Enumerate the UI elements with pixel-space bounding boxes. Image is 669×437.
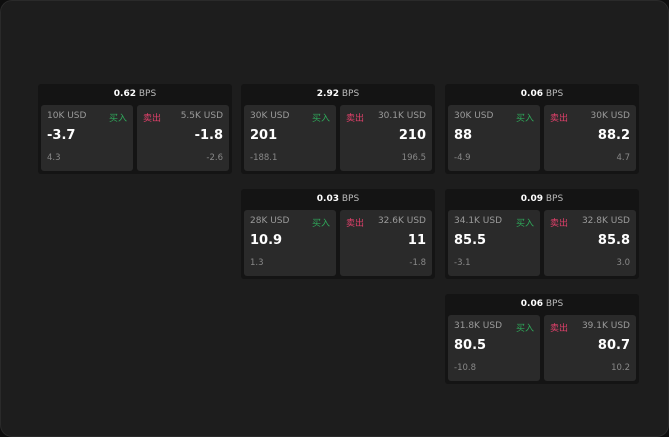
sell-label: 卖出 xyxy=(143,114,162,124)
spread-unit: BPS xyxy=(545,89,564,99)
spread-value: 0.06 xyxy=(520,89,543,99)
sell-amount: 39.1K USD xyxy=(581,321,630,331)
sell-label: 卖出 xyxy=(550,219,569,229)
spread-unit: BPS xyxy=(138,89,157,99)
buy-label: 买入 xyxy=(311,219,330,229)
spread-header: 0.06 BPS xyxy=(445,84,639,104)
sell-panel[interactable]: 卖出 32.6K USD 11 -1.8 xyxy=(340,210,432,276)
sell-label: 卖出 xyxy=(346,114,365,124)
sell-price: 85.8 xyxy=(597,233,630,248)
buy-amount: 31.8K USD xyxy=(454,321,503,331)
spread-header: 0.03 BPS xyxy=(241,189,435,209)
sell-change: -2.6 xyxy=(206,153,223,163)
sell-change: -1.8 xyxy=(409,258,426,268)
buy-label: 买入 xyxy=(515,114,534,124)
spread-value: 0.06 xyxy=(520,299,543,309)
buy-label: 买入 xyxy=(108,114,127,124)
sell-price: 88.2 xyxy=(597,128,630,143)
buy-label: 买入 xyxy=(515,324,534,334)
buy-change: -188.1 xyxy=(250,153,278,163)
sell-amount: 30K USD xyxy=(590,111,630,121)
spread-unit: BPS xyxy=(341,194,360,204)
buy-price: -3.7 xyxy=(47,128,76,143)
buy-change: 1.3 xyxy=(250,258,264,268)
buy-change: -3.1 xyxy=(454,258,471,268)
sell-price: 210 xyxy=(398,128,426,143)
spread-value: 0.09 xyxy=(520,194,543,204)
quote-card: 0.62 BPS 10K USD 买入 -3.7 4.3 卖出 5.5K USD… xyxy=(38,84,232,174)
buy-panel[interactable]: 28K USD 买入 10.9 1.3 xyxy=(244,210,336,276)
spread-header: 0.09 BPS xyxy=(445,189,639,209)
buy-panel[interactable]: 10K USD 买入 -3.7 4.3 xyxy=(41,105,133,171)
buy-price: 85.5 xyxy=(454,233,487,248)
spread-header: 2.92 BPS xyxy=(241,84,435,104)
buy-amount: 34.1K USD xyxy=(454,216,503,226)
spread-unit: BPS xyxy=(545,194,564,204)
quote-card: 0.03 BPS 28K USD 买入 10.9 1.3 卖出 32.6K US… xyxy=(241,189,435,279)
sell-change: 4.7 xyxy=(616,153,630,163)
buy-label: 买入 xyxy=(515,219,534,229)
quote-card: 2.92 BPS 30K USD 买入 201 -188.1 卖出 30.1K … xyxy=(241,84,435,174)
sell-price: 11 xyxy=(407,233,426,248)
sell-panel[interactable]: 卖出 32.8K USD 85.8 3.0 xyxy=(544,210,636,276)
spread-header: 0.62 BPS xyxy=(38,84,232,104)
buy-price: 88 xyxy=(454,128,473,143)
buy-amount: 10K USD xyxy=(47,111,87,121)
sell-label: 卖出 xyxy=(550,114,569,124)
sell-panel[interactable]: 卖出 30K USD 88.2 4.7 xyxy=(544,105,636,171)
buy-price: 10.9 xyxy=(250,233,283,248)
sell-amount: 30.1K USD xyxy=(377,111,426,121)
spread-header: 0.06 BPS xyxy=(445,294,639,314)
buy-panel[interactable]: 31.8K USD 买入 80.5 -10.8 xyxy=(448,315,540,381)
buy-price: 201 xyxy=(250,128,278,143)
buy-change: -4.9 xyxy=(454,153,471,163)
sell-amount: 5.5K USD xyxy=(180,111,223,121)
sell-label: 卖出 xyxy=(550,324,569,334)
quote-card: 0.06 BPS 30K USD 买入 88 -4.9 卖出 30K USD 8… xyxy=(445,84,639,174)
sell-label: 卖出 xyxy=(346,219,365,229)
sell-change: 10.2 xyxy=(611,363,630,373)
buy-panel[interactable]: 34.1K USD 买入 85.5 -3.1 xyxy=(448,210,540,276)
sell-amount: 32.8K USD xyxy=(581,216,630,226)
sell-panel[interactable]: 卖出 30.1K USD 210 196.5 xyxy=(340,105,432,171)
buy-amount: 30K USD xyxy=(250,111,290,121)
buy-label: 买入 xyxy=(311,114,330,124)
buy-change: 4.3 xyxy=(47,153,61,163)
buy-panel[interactable]: 30K USD 买入 88 -4.9 xyxy=(448,105,540,171)
spread-value: 2.92 xyxy=(316,89,339,99)
spread-value: 0.03 xyxy=(316,194,339,204)
sell-change: 196.5 xyxy=(401,153,426,163)
sell-price: -1.8 xyxy=(194,128,223,143)
buy-price: 80.5 xyxy=(454,338,487,353)
quote-card: 0.09 BPS 34.1K USD 买入 85.5 -3.1 卖出 32.8K… xyxy=(445,189,639,279)
sell-price: 80.7 xyxy=(597,338,630,353)
sell-panel[interactable]: 卖出 5.5K USD -1.8 -2.6 xyxy=(137,105,229,171)
quote-card: 0.06 BPS 31.8K USD 买入 80.5 -10.8 卖出 39.1… xyxy=(445,294,639,384)
spread-unit: BPS xyxy=(545,299,564,309)
buy-amount: 30K USD xyxy=(454,111,494,121)
buy-panel[interactable]: 30K USD 买入 201 -188.1 xyxy=(244,105,336,171)
sell-panel[interactable]: 卖出 39.1K USD 80.7 10.2 xyxy=(544,315,636,381)
sell-amount: 32.6K USD xyxy=(377,216,426,226)
spread-unit: BPS xyxy=(341,89,360,99)
spread-value: 0.62 xyxy=(113,89,136,99)
buy-amount: 28K USD xyxy=(250,216,290,226)
sell-change: 3.0 xyxy=(616,258,630,268)
buy-change: -10.8 xyxy=(454,363,476,373)
